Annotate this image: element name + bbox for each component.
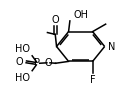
Text: P: P bbox=[34, 58, 40, 68]
Text: HO: HO bbox=[15, 73, 30, 83]
Text: O: O bbox=[45, 58, 52, 68]
Text: O: O bbox=[16, 57, 23, 67]
Text: O: O bbox=[51, 15, 59, 25]
Text: OH: OH bbox=[73, 10, 88, 20]
Text: HO: HO bbox=[15, 44, 30, 54]
Text: N: N bbox=[108, 41, 115, 52]
Text: F: F bbox=[90, 75, 95, 85]
